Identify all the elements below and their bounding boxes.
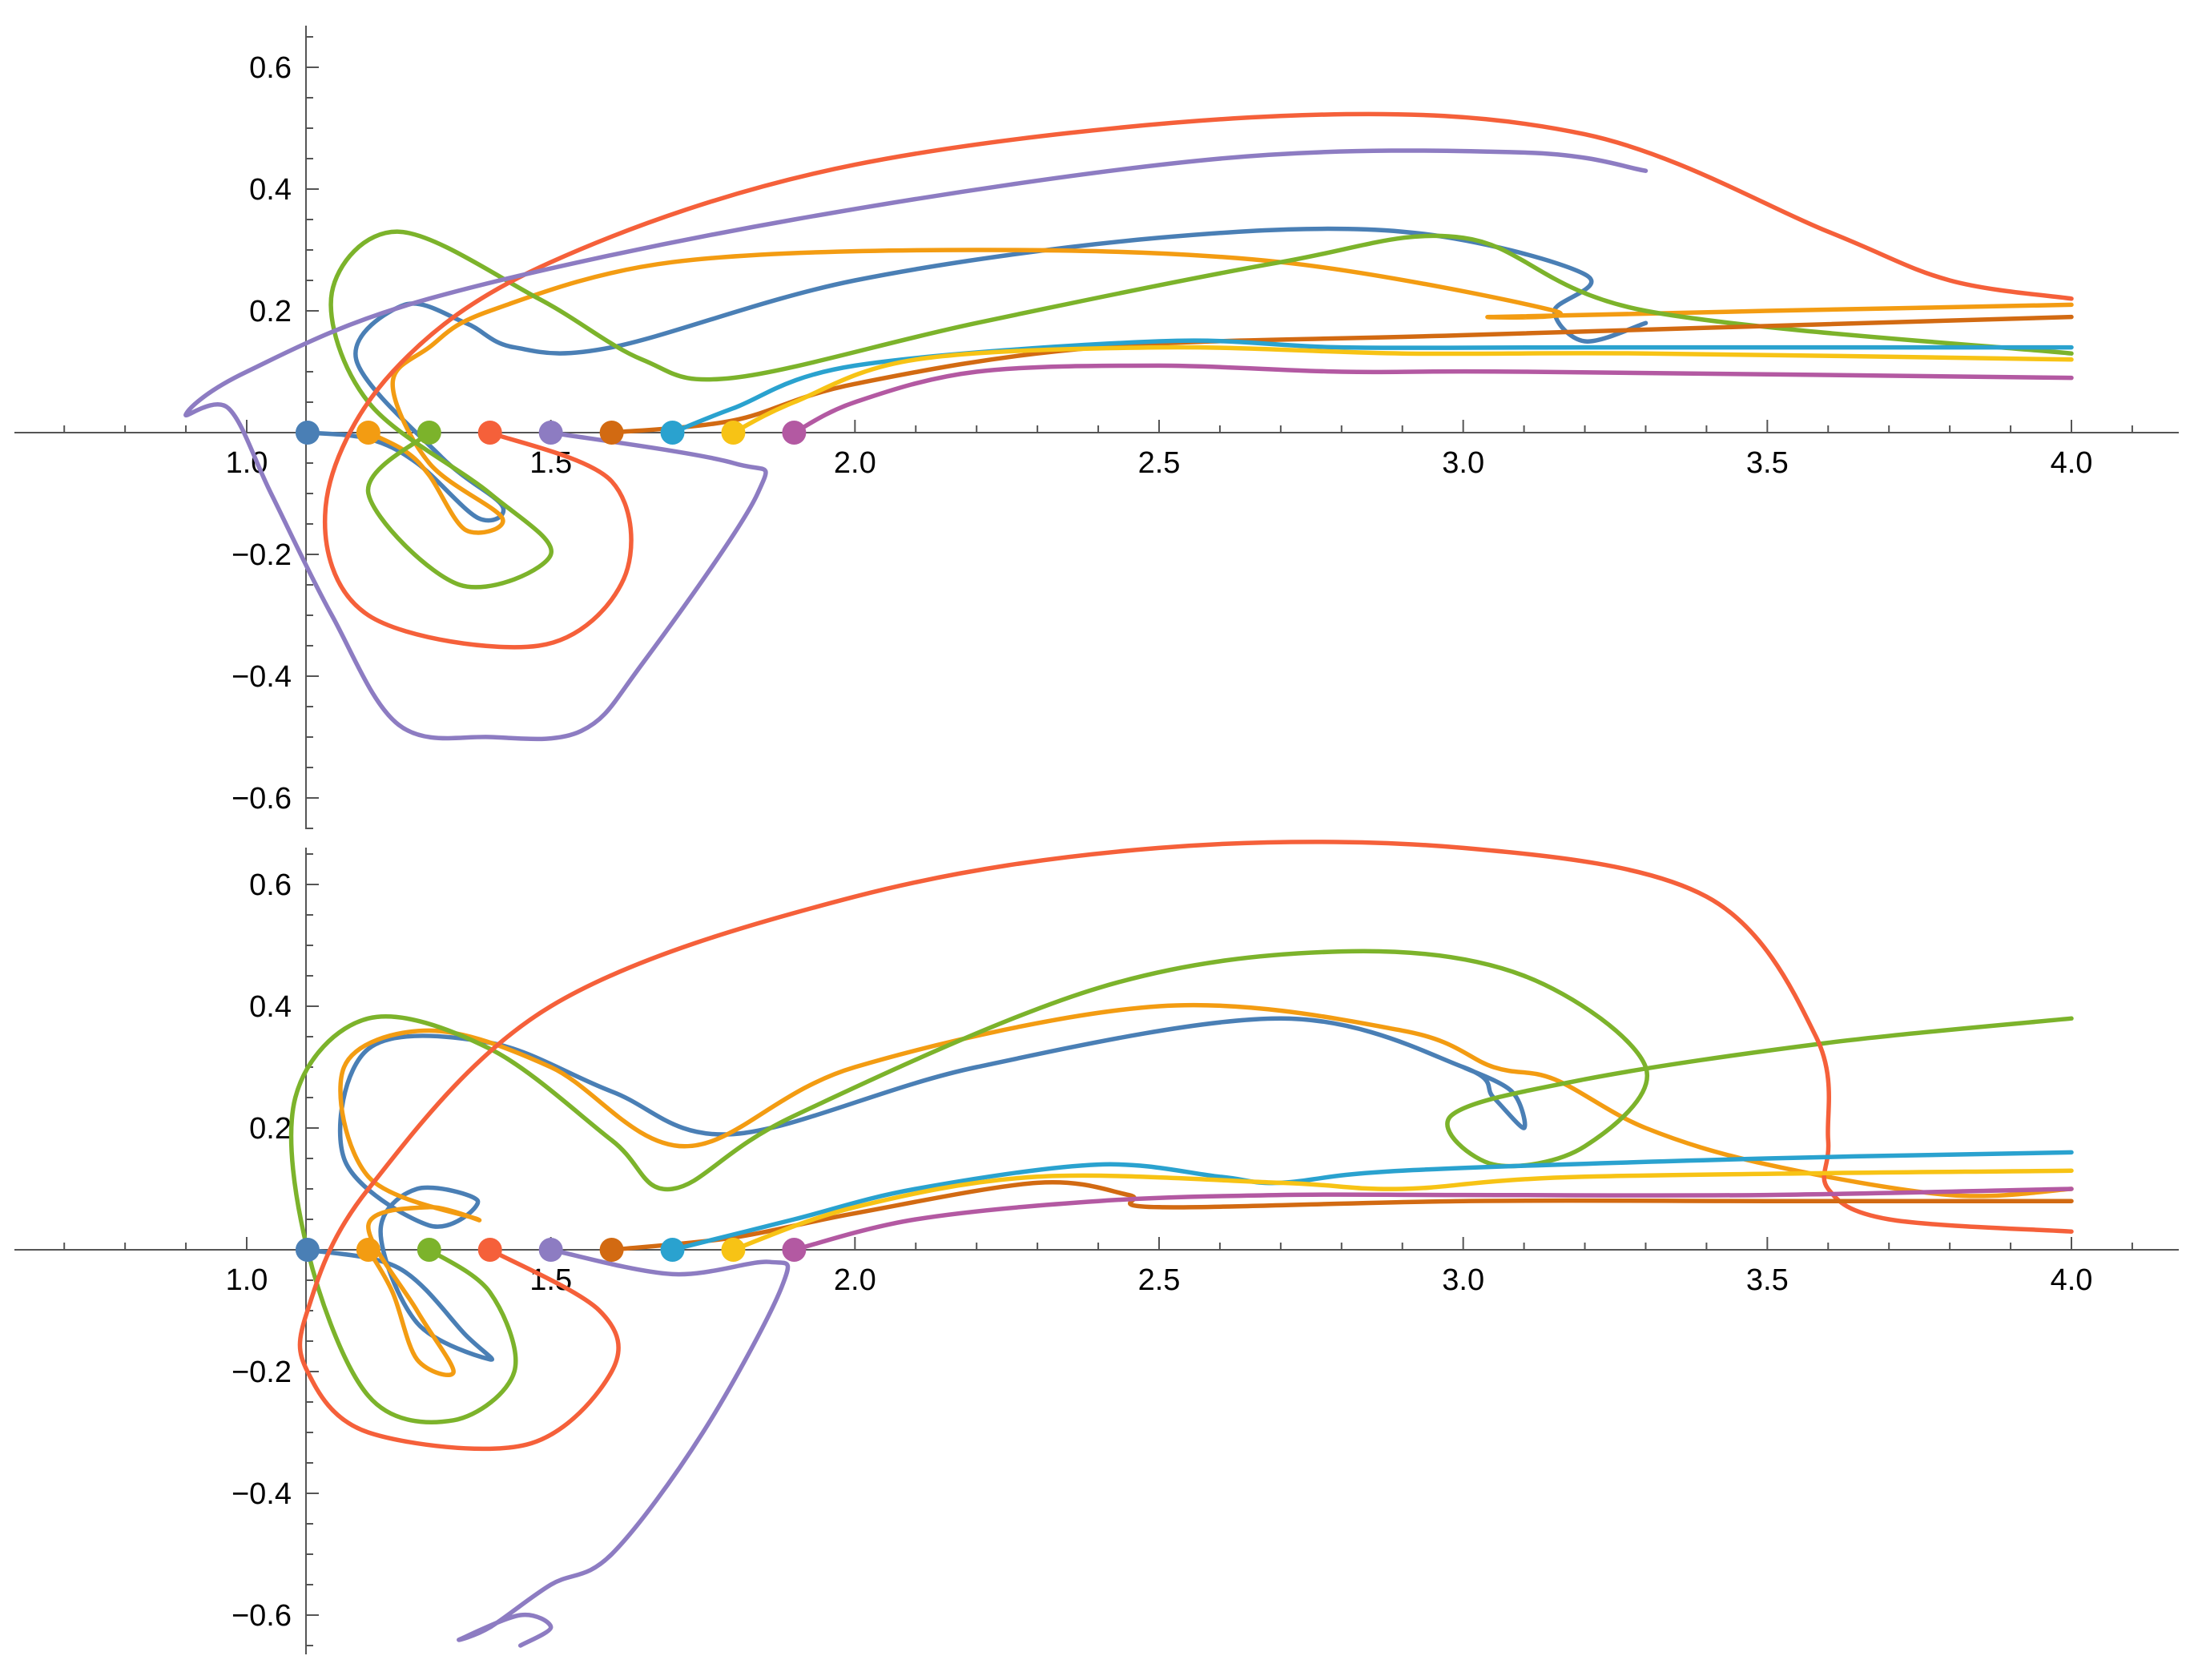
- trajectory-line-4: [297, 840, 2074, 1452]
- start-point-2: [356, 1238, 380, 1262]
- x-tick-label: 4.0: [2051, 446, 2093, 480]
- trajectory-line-1: [305, 1016, 1528, 1362]
- y-tick-label: −0.4: [231, 660, 292, 694]
- y-tick-label: 0.6: [249, 51, 292, 85]
- start-point-8: [721, 1238, 746, 1262]
- start-point-7: [660, 421, 685, 445]
- y-tick-label: −0.2: [231, 538, 292, 572]
- y-tick-label: 0.2: [249, 1112, 292, 1146]
- start-point-9: [782, 421, 807, 445]
- y-tick-label: −0.2: [231, 1356, 292, 1389]
- trajectory-line-7: [670, 338, 2074, 435]
- lower-panel: 1.0 1.5 2.0 2.5 3.0 3.5 4.00.60.40.2−0.2−0.4−0…: [14, 840, 2179, 1654]
- x-tick-label: 1.0: [226, 1263, 268, 1297]
- y-tick-label: 0.4: [249, 990, 292, 1024]
- x-tick-label: 3.5: [1746, 1263, 1789, 1297]
- y-tick-label: 0.4: [249, 173, 292, 207]
- start-point-6: [599, 421, 624, 445]
- trajectory-line-3: [328, 229, 2074, 590]
- x-tick-label: 3.0: [1442, 446, 1484, 480]
- x-tick-label: 3.5: [1746, 446, 1789, 480]
- trajectory-line-8: [731, 344, 2074, 435]
- x-tick-label: 2.0: [834, 1263, 876, 1297]
- start-point-3: [417, 1238, 441, 1262]
- trajectory-line-2: [338, 1002, 2074, 1377]
- start-point-5: [538, 1238, 563, 1262]
- start-point-3: [417, 421, 441, 445]
- x-tick-label: 2.5: [1138, 446, 1181, 480]
- start-point-1: [295, 421, 320, 445]
- start-point-1: [295, 1238, 320, 1262]
- upper-panel: 1.0 1.5 2.0 2.5 3.0 3.5 4.00.60.40.2−0.2−0.4−0…: [14, 26, 2179, 829]
- start-point-2: [356, 421, 380, 445]
- trajectory-line-9: [791, 1186, 2074, 1252]
- start-point-6: [599, 1238, 624, 1262]
- x-tick-label: 2.5: [1138, 1263, 1181, 1297]
- start-point-5: [538, 421, 563, 445]
- start-point-4: [477, 421, 502, 445]
- y-tick-label: 0.2: [249, 295, 292, 328]
- y-tick-label: −0.4: [231, 1477, 292, 1511]
- y-tick-label: −0.6: [231, 1599, 292, 1633]
- x-tick-label: 4.0: [2051, 1263, 2093, 1297]
- start-point-7: [660, 1238, 685, 1262]
- y-tick-label: 0.6: [249, 868, 292, 902]
- x-tick-label: 2.0: [834, 446, 876, 480]
- x-tick-label: 3.0: [1442, 1263, 1484, 1297]
- start-point-9: [782, 1238, 807, 1262]
- trajectory-line-9: [791, 363, 2074, 435]
- trajectory-line-8: [731, 1168, 2074, 1252]
- trajectory-line-1: [305, 226, 1648, 523]
- trajectory-line-4: [323, 111, 2074, 650]
- start-point-8: [721, 421, 746, 445]
- trajectory-line-5: [183, 148, 1648, 742]
- trajectory-line-2: [366, 248, 2074, 535]
- trajectory-line-5: [457, 1247, 791, 1648]
- trajectory-line-3: [288, 949, 2074, 1424]
- y-tick-label: −0.6: [231, 782, 292, 816]
- start-point-4: [477, 1238, 502, 1262]
